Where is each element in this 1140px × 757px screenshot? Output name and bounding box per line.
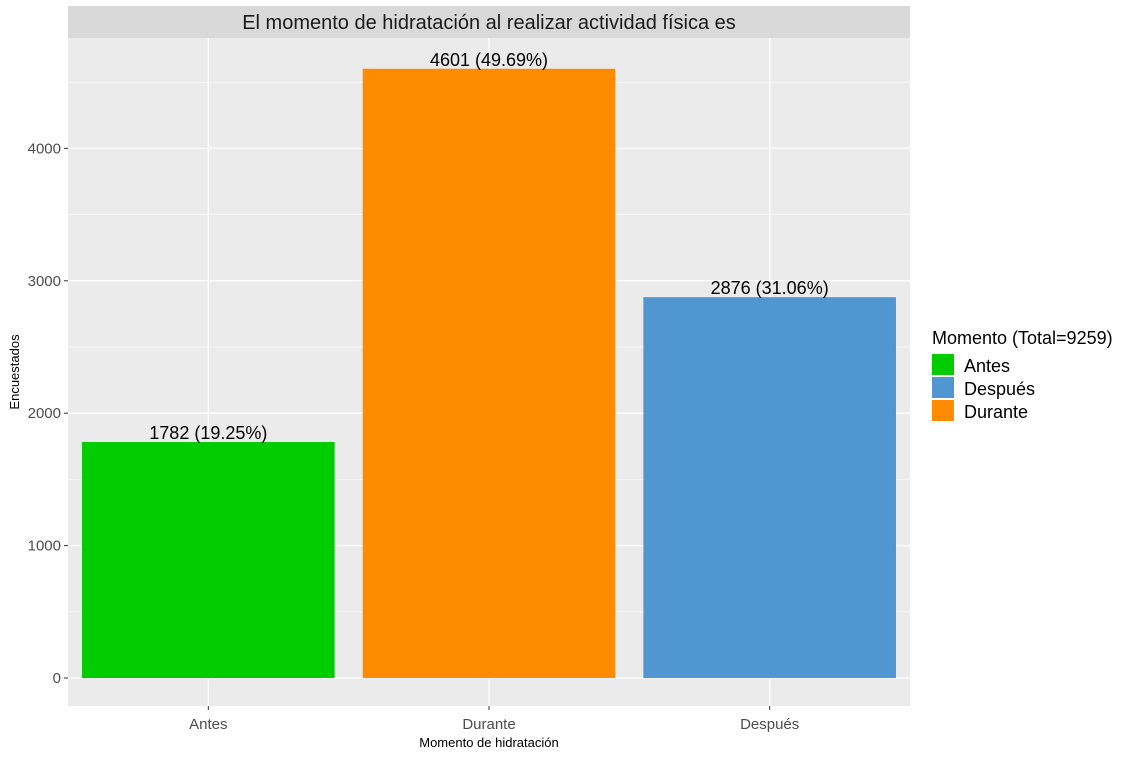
legend: Momento (Total=9259) Antes Después Durante <box>932 328 1113 422</box>
legend-key <box>932 354 954 375</box>
legend-title: Momento (Total=9259) <box>932 328 1113 348</box>
x-axis-title: Momento de hidratación <box>419 735 558 750</box>
legend-label: Antes <box>964 356 1010 376</box>
y-tick-label: 3000 <box>28 273 61 290</box>
x-tick-label: Antes <box>189 716 227 733</box>
bar-labels: 1782 (19.25%) 4601 (49.69%) 2876 (31.06%) <box>149 50 828 443</box>
y-axis: 0 1000 2000 3000 4000 <box>28 140 68 687</box>
chart-title: El momento de hidratación al realizar ac… <box>242 12 736 34</box>
y-tick-label: 4000 <box>28 140 61 157</box>
bars <box>82 68 896 678</box>
legend-label: Durante <box>964 402 1028 422</box>
y-tick-label: 1000 <box>28 538 61 555</box>
x-tick-label: Durante <box>462 716 515 733</box>
legend-key <box>932 400 954 421</box>
bar-data-label: 4601 (49.69%) <box>430 50 548 70</box>
legend-key <box>932 377 954 398</box>
y-tick-label: 0 <box>53 670 61 687</box>
legend-items: Antes Después Durante <box>932 354 1035 422</box>
x-axis: Antes Durante Después <box>189 706 799 733</box>
strip-background <box>68 6 910 38</box>
bar-data-label: 2876 (31.06%) <box>711 278 829 298</box>
bar-durante <box>362 68 616 678</box>
y-axis-title: Encuestados <box>7 334 22 410</box>
y-tick-label: 2000 <box>28 405 61 422</box>
legend-label: Después <box>964 379 1035 399</box>
bar-data-label: 1782 (19.25%) <box>149 423 267 443</box>
bar-después <box>643 297 896 678</box>
bar-antes <box>82 442 335 678</box>
x-tick-label: Después <box>740 716 799 733</box>
